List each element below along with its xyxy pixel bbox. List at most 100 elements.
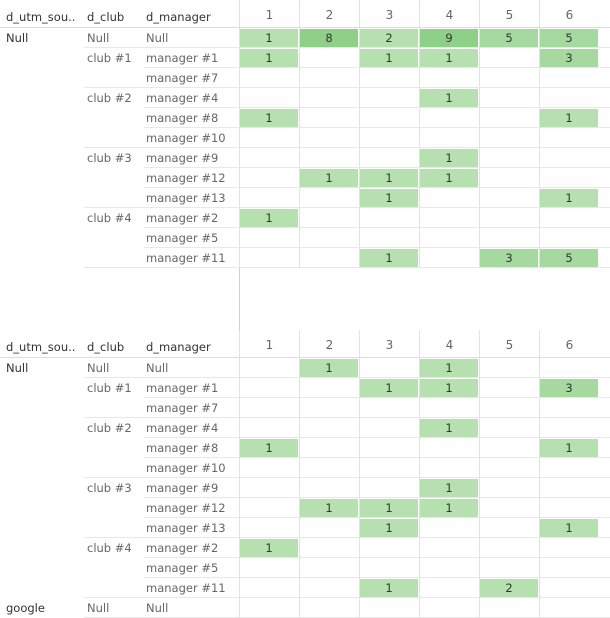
value-cell[interactable] — [360, 599, 418, 617]
value-cell[interactable] — [480, 459, 538, 477]
value-cell[interactable] — [480, 129, 538, 147]
value-cell[interactable]: 1 — [420, 149, 478, 167]
row-manager[interactable]: Null — [146, 361, 169, 375]
value-cell[interactable]: 1 — [300, 499, 358, 517]
value-cell[interactable]: 1 — [420, 379, 478, 397]
value-cell[interactable]: 1 — [540, 109, 598, 127]
value-cell[interactable] — [480, 49, 538, 67]
value-cell[interactable] — [480, 599, 538, 617]
value-cell[interactable] — [480, 439, 538, 457]
row-source[interactable]: Null — [6, 31, 29, 45]
row-manager[interactable]: manager #8 — [146, 111, 219, 125]
value-cell[interactable] — [240, 129, 298, 147]
row-source[interactable]: google — [6, 601, 45, 615]
value-cell[interactable] — [540, 69, 598, 87]
row-manager[interactable]: manager #4 — [146, 91, 219, 105]
value-cell[interactable] — [240, 249, 298, 267]
value-cell[interactable] — [360, 149, 418, 167]
value-cell[interactable] — [480, 539, 538, 557]
value-cell[interactable] — [480, 419, 538, 437]
row-manager[interactable]: manager #2 — [146, 541, 219, 555]
value-cell[interactable] — [540, 209, 598, 227]
value-cell[interactable] — [300, 399, 358, 417]
header-source[interactable]: d_utm_sou.. — [6, 10, 76, 24]
value-cell[interactable] — [300, 419, 358, 437]
value-cell[interactable] — [300, 379, 358, 397]
value-cell[interactable] — [300, 229, 358, 247]
value-cell[interactable] — [300, 459, 358, 477]
value-cell[interactable] — [540, 479, 598, 497]
value-cell[interactable] — [360, 129, 418, 147]
value-cell[interactable] — [360, 439, 418, 457]
value-cell[interactable] — [240, 419, 298, 437]
value-cell[interactable] — [240, 579, 298, 597]
header-manager[interactable]: d_manager — [146, 340, 211, 354]
value-cell[interactable] — [420, 229, 478, 247]
value-cell[interactable] — [480, 359, 538, 377]
column-header[interactable]: 5 — [505, 8, 514, 22]
value-cell[interactable]: 1 — [540, 519, 598, 537]
row-manager[interactable]: manager #13 — [146, 521, 226, 535]
value-cell[interactable] — [300, 559, 358, 577]
value-cell[interactable]: 1 — [300, 359, 358, 377]
value-cell[interactable] — [420, 579, 478, 597]
value-cell[interactable] — [480, 189, 538, 207]
value-cell[interactable] — [420, 189, 478, 207]
value-cell[interactable] — [300, 49, 358, 67]
value-cell[interactable] — [300, 189, 358, 207]
column-header[interactable]: 2 — [325, 338, 334, 352]
row-club[interactable]: Null — [87, 361, 110, 375]
value-cell[interactable] — [300, 599, 358, 617]
row-source[interactable]: Null — [6, 361, 29, 375]
value-cell[interactable] — [240, 379, 298, 397]
value-cell[interactable]: 1 — [360, 579, 418, 597]
value-cell[interactable] — [420, 559, 478, 577]
row-club[interactable]: club #1 — [87, 381, 132, 395]
value-cell[interactable] — [240, 229, 298, 247]
value-cell[interactable] — [360, 479, 418, 497]
value-cell[interactable] — [240, 189, 298, 207]
value-cell[interactable] — [360, 359, 418, 377]
value-cell[interactable] — [360, 459, 418, 477]
value-cell[interactable] — [420, 599, 478, 617]
value-cell[interactable] — [480, 69, 538, 87]
row-manager[interactable]: manager #10 — [146, 461, 226, 475]
value-cell[interactable]: 1 — [360, 249, 418, 267]
value-cell[interactable] — [480, 149, 538, 167]
value-cell[interactable]: 3 — [540, 379, 598, 397]
value-cell[interactable] — [360, 209, 418, 227]
value-cell[interactable] — [480, 229, 538, 247]
value-cell[interactable] — [540, 539, 598, 557]
value-cell[interactable] — [420, 399, 478, 417]
value-cell[interactable] — [360, 539, 418, 557]
value-cell[interactable] — [300, 249, 358, 267]
column-header[interactable]: 6 — [565, 8, 574, 22]
value-cell[interactable] — [360, 109, 418, 127]
value-cell[interactable] — [240, 169, 298, 187]
value-cell[interactable] — [240, 559, 298, 577]
value-cell[interactable] — [240, 149, 298, 167]
value-cell[interactable] — [300, 519, 358, 537]
value-cell[interactable] — [540, 169, 598, 187]
row-manager[interactable]: manager #12 — [146, 501, 226, 515]
row-club[interactable]: club #2 — [87, 421, 132, 435]
value-cell[interactable] — [240, 69, 298, 87]
column-header[interactable]: 3 — [385, 338, 394, 352]
value-cell[interactable] — [360, 399, 418, 417]
value-cell[interactable]: 5 — [540, 29, 598, 47]
value-cell[interactable]: 1 — [540, 189, 598, 207]
value-cell[interactable] — [540, 149, 598, 167]
row-club[interactable]: club #4 — [87, 541, 132, 555]
value-cell[interactable]: 1 — [420, 169, 478, 187]
value-cell[interactable] — [540, 89, 598, 107]
value-cell[interactable] — [540, 229, 598, 247]
value-cell[interactable]: 1 — [420, 499, 478, 517]
value-cell[interactable] — [240, 89, 298, 107]
row-club[interactable]: club #2 — [87, 91, 132, 105]
column-header[interactable]: 2 — [325, 8, 334, 22]
row-manager[interactable]: manager #13 — [146, 191, 226, 205]
value-cell[interactable]: 1 — [240, 49, 298, 67]
value-cell[interactable]: 2 — [480, 579, 538, 597]
value-cell[interactable] — [360, 559, 418, 577]
value-cell[interactable] — [300, 579, 358, 597]
